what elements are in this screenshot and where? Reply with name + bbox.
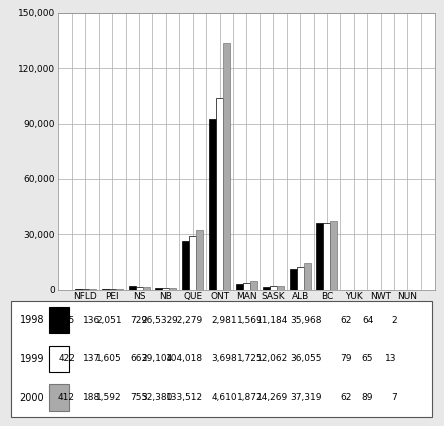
- Bar: [82, 289, 89, 290]
- FancyBboxPatch shape: [11, 301, 432, 417]
- Text: 3,698: 3,698: [211, 354, 237, 363]
- Text: 1998: 1998: [20, 315, 44, 325]
- Text: 1,592: 1,592: [96, 393, 122, 402]
- Bar: [330, 221, 337, 290]
- Text: 13: 13: [385, 354, 397, 363]
- Text: 79: 79: [341, 354, 352, 363]
- Bar: [169, 288, 176, 290]
- Text: 395: 395: [58, 316, 75, 325]
- Text: 26,532: 26,532: [142, 316, 173, 325]
- Text: 11,184: 11,184: [257, 316, 288, 325]
- Text: 1,872: 1,872: [237, 393, 262, 402]
- Text: 7: 7: [391, 393, 397, 402]
- Bar: [75, 289, 82, 290]
- Bar: [143, 287, 150, 290]
- Text: 729: 729: [130, 316, 147, 325]
- Bar: [129, 286, 135, 290]
- Bar: [209, 119, 216, 290]
- Bar: [163, 288, 169, 290]
- Text: 422: 422: [58, 354, 75, 363]
- Bar: [216, 98, 223, 290]
- Text: 2: 2: [391, 316, 397, 325]
- Text: 133,512: 133,512: [166, 393, 203, 402]
- Bar: [250, 281, 257, 290]
- Bar: [270, 287, 277, 290]
- Text: 1999: 1999: [20, 354, 44, 364]
- Text: 32,380: 32,380: [142, 393, 173, 402]
- Bar: [49, 307, 68, 334]
- Bar: [317, 223, 324, 290]
- Bar: [135, 287, 143, 290]
- Text: 65: 65: [362, 354, 373, 363]
- Text: 12,062: 12,062: [257, 354, 288, 363]
- Bar: [236, 284, 243, 290]
- Text: 412: 412: [58, 393, 75, 402]
- Text: 2000: 2000: [20, 393, 44, 403]
- Bar: [89, 289, 96, 290]
- Bar: [182, 241, 189, 290]
- Text: 137: 137: [83, 354, 100, 363]
- Text: 62: 62: [341, 316, 352, 325]
- Text: 188: 188: [83, 393, 100, 402]
- Bar: [189, 236, 196, 290]
- Bar: [49, 384, 68, 411]
- Text: 1,605: 1,605: [96, 354, 122, 363]
- Text: 62: 62: [341, 393, 352, 402]
- Text: 92,279: 92,279: [171, 316, 203, 325]
- Bar: [196, 230, 203, 290]
- Bar: [304, 263, 311, 290]
- Text: 14,269: 14,269: [257, 393, 288, 402]
- Text: 663: 663: [130, 354, 147, 363]
- Text: 104,018: 104,018: [166, 354, 203, 363]
- Bar: [297, 268, 304, 290]
- Text: 37,319: 37,319: [291, 393, 322, 402]
- Bar: [277, 286, 284, 290]
- Text: 136: 136: [83, 316, 100, 325]
- Text: 1,725: 1,725: [237, 354, 262, 363]
- Text: 755: 755: [130, 393, 147, 402]
- Text: 29,104: 29,104: [142, 354, 173, 363]
- Bar: [243, 283, 250, 290]
- Text: 89: 89: [362, 393, 373, 402]
- Bar: [155, 288, 163, 290]
- Bar: [289, 269, 297, 290]
- Text: 2,051: 2,051: [96, 316, 122, 325]
- Text: 35,968: 35,968: [291, 316, 322, 325]
- Bar: [324, 223, 330, 290]
- Text: 1,569: 1,569: [237, 316, 262, 325]
- Bar: [223, 43, 230, 290]
- Bar: [49, 345, 68, 372]
- Text: 36,055: 36,055: [291, 354, 322, 363]
- Bar: [263, 287, 270, 290]
- Text: 4,610: 4,610: [211, 393, 237, 402]
- Text: 64: 64: [362, 316, 373, 325]
- Text: 2,981: 2,981: [211, 316, 237, 325]
